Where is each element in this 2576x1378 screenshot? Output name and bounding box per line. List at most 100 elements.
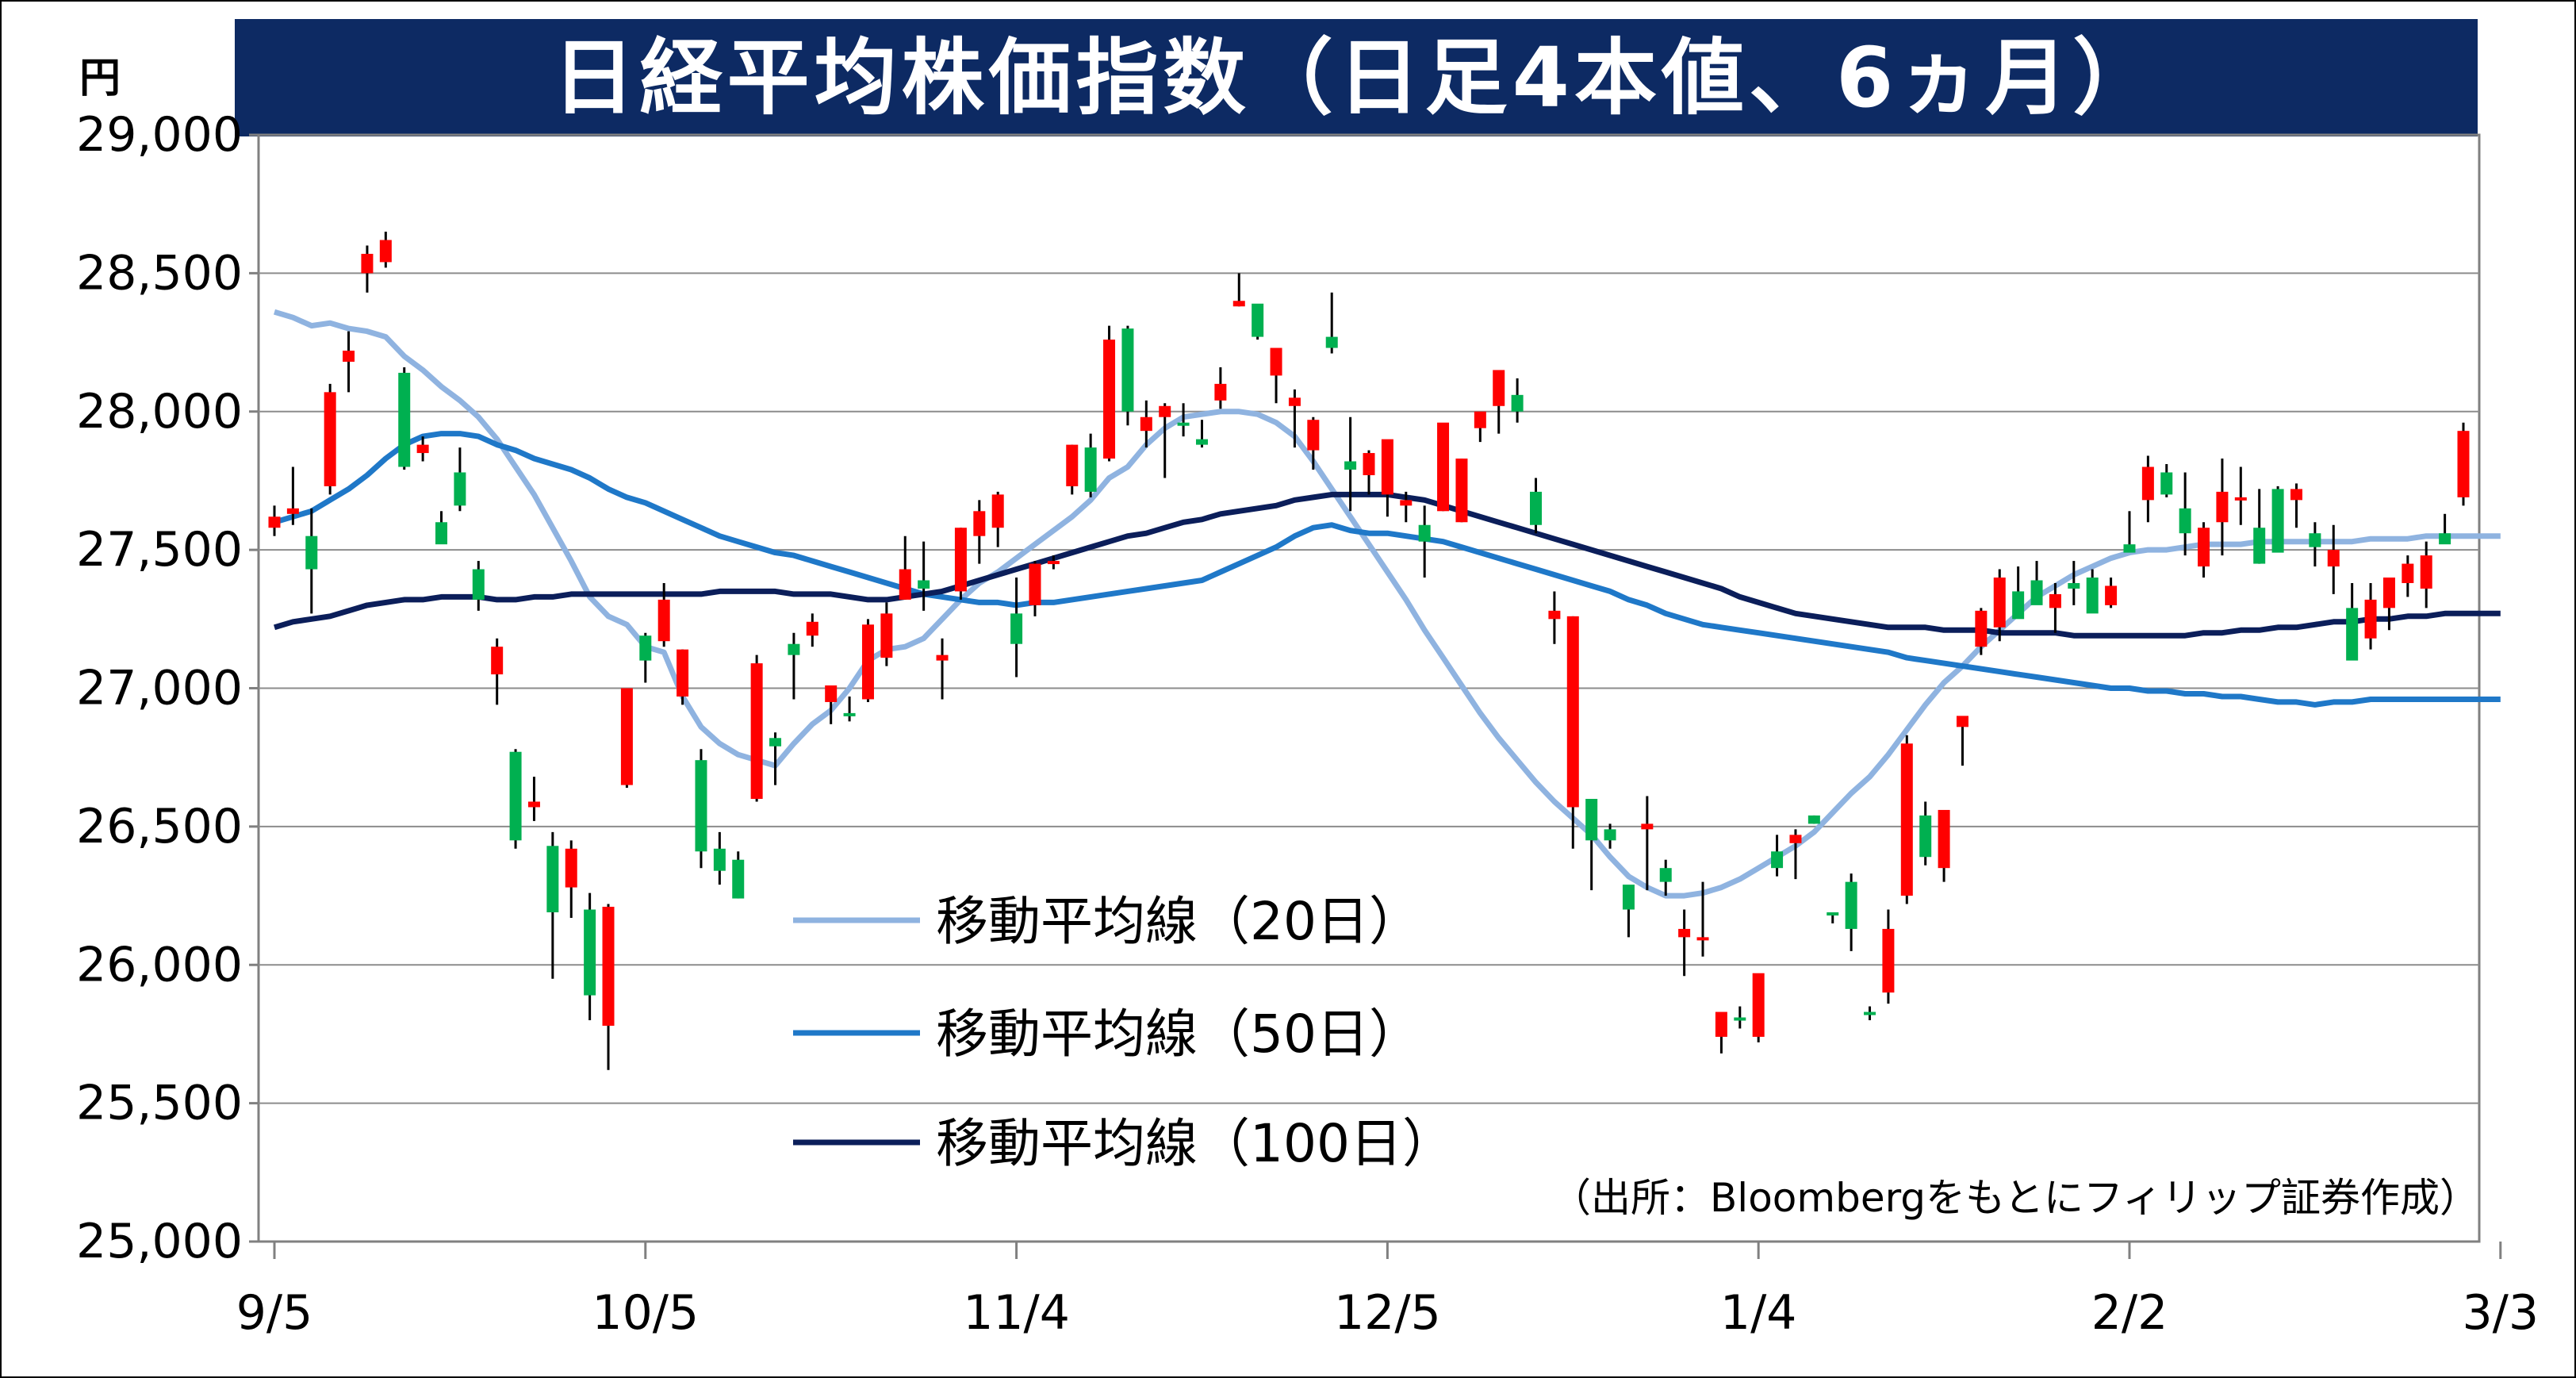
chart-title: 日経平均株価指数（日足4本値、6ヵ月） <box>552 29 2160 126</box>
candle-body <box>1548 610 1561 620</box>
candle-body <box>1455 459 1468 523</box>
candle-body <box>1807 815 1820 824</box>
candle-body <box>491 647 504 675</box>
candle-body <box>472 569 485 600</box>
candle-body <box>1622 885 1635 910</box>
candle-body <box>286 508 299 514</box>
candle-body <box>1232 301 1245 307</box>
candle-body <box>1010 613 1023 644</box>
candle-body <box>2439 533 2451 545</box>
candle-body <box>1418 524 1431 542</box>
candle-body <box>2049 593 2061 608</box>
candle-body <box>732 859 745 899</box>
candle-body <box>2198 528 2210 567</box>
candle-body <box>1566 616 1579 808</box>
candle-body <box>2179 508 2191 534</box>
candle-body <box>361 253 374 274</box>
y-axis-unit: 円 <box>79 55 121 102</box>
candle-body <box>806 621 818 636</box>
candle-body <box>2030 580 2043 605</box>
source-note: （出所：Bloombergをもとにフィリップ証券作成） <box>1551 1175 2479 1221</box>
y-tick-label: 28,500 <box>76 245 243 301</box>
candle-body <box>1827 912 1839 915</box>
candle-body <box>2290 489 2302 501</box>
candle-body <box>2364 599 2377 639</box>
candle-body <box>1938 809 1950 869</box>
candle-body <box>657 599 670 642</box>
candle-body <box>2234 497 2247 501</box>
candle-body <box>2457 431 2470 497</box>
moving-average-line-2 <box>273 431 2501 708</box>
candle-body <box>1288 397 1301 406</box>
candle-body <box>1084 447 1097 492</box>
x-tick-label: 2/2 <box>2091 1285 2168 1341</box>
candle-body <box>1734 1017 1746 1021</box>
candle-body <box>2216 491 2229 523</box>
candle-body <box>1159 405 1171 417</box>
candle-body <box>713 848 726 871</box>
candle-body <box>1307 420 1320 451</box>
candle-body <box>1400 500 1413 506</box>
candle-body <box>602 907 615 1026</box>
candle-body <box>1195 439 1208 445</box>
candle-body <box>2123 544 2136 553</box>
candle-body <box>1604 829 1616 841</box>
candle-body <box>1047 561 1060 565</box>
candle-body <box>416 444 429 454</box>
candle-body <box>1270 347 1282 376</box>
candle-body <box>546 846 559 912</box>
candle-body <box>825 685 838 702</box>
candle-body <box>1437 422 1450 512</box>
candle-body <box>1177 422 1190 426</box>
candle-body <box>861 624 874 700</box>
candle-body <box>880 613 893 658</box>
candle-body <box>527 801 540 808</box>
x-tick-label: 9/5 <box>236 1285 313 1341</box>
candle-body <box>1678 928 1691 938</box>
candle-body <box>268 516 281 528</box>
candle-body <box>1121 328 1134 412</box>
candle-body <box>1214 383 1227 401</box>
candle-body <box>1659 868 1672 882</box>
x-tick-label: 11/4 <box>963 1285 1070 1341</box>
candle-body <box>1344 461 1357 470</box>
legend-label-2: 移動平均線（50日） <box>936 1004 1421 1065</box>
candle-body <box>1252 303 1264 337</box>
candle-body <box>1530 491 1543 525</box>
candle-body <box>936 654 949 661</box>
candle-body <box>918 580 930 589</box>
candle-body <box>899 569 911 600</box>
y-tick-label: 25,000 <box>76 1214 243 1269</box>
candle-body <box>1140 416 1152 432</box>
candle-body <box>1919 815 1932 858</box>
candle-body <box>620 688 633 785</box>
candle-body <box>1066 444 1079 486</box>
candle-body <box>1715 1011 1727 1037</box>
candle-body <box>1029 563 1041 605</box>
candle-body <box>1752 973 1765 1037</box>
legend-label-1: 移動平均線（20日） <box>936 891 1421 952</box>
candle-body <box>305 535 318 570</box>
candle-body <box>2382 578 2395 608</box>
candle-body <box>1493 370 1505 406</box>
candle-body <box>1900 743 1913 896</box>
candle-body <box>677 649 689 697</box>
candle-body <box>750 663 763 799</box>
candle-body <box>2309 533 2321 547</box>
candle-body <box>991 494 1004 528</box>
candle-body <box>2086 578 2099 614</box>
candle-body <box>788 643 800 655</box>
moving-average-line-1 <box>273 309 2501 899</box>
candle-body <box>454 472 466 506</box>
candle-body <box>1845 881 1857 929</box>
x-tick-label: 10/5 <box>592 1285 699 1341</box>
title-bar: 日経平均株価指数（日足4本値、6ヵ月） <box>235 19 2478 136</box>
candle-body <box>435 522 448 545</box>
y-tick-label: 26,500 <box>76 799 243 854</box>
candle-body <box>973 511 986 536</box>
candle-body <box>2160 472 2173 495</box>
candle-body <box>584 909 596 996</box>
candle-body <box>2271 489 2284 553</box>
y-tick-label: 27,500 <box>76 522 243 578</box>
